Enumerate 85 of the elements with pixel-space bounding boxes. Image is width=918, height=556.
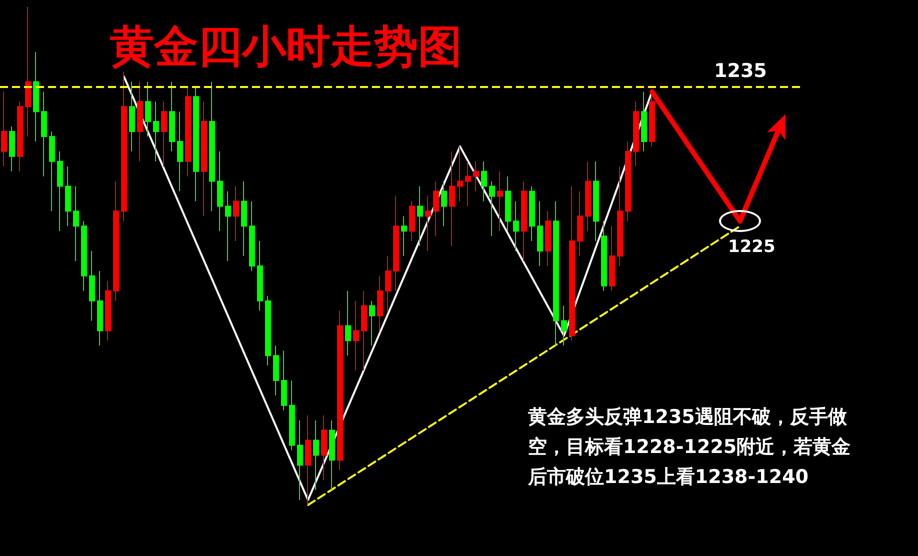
candlestick bbox=[577, 190, 583, 256]
candlestick bbox=[81, 220, 87, 292]
candlestick bbox=[401, 216, 407, 256]
candlestick bbox=[449, 150, 455, 247]
candlestick bbox=[633, 101, 639, 167]
candlestick bbox=[169, 81, 175, 152]
candlestick bbox=[65, 166, 71, 227]
candlestick bbox=[505, 176, 511, 232]
candlestick bbox=[617, 166, 623, 266]
candlestick bbox=[57, 150, 63, 232]
candlestick bbox=[369, 300, 375, 346]
candlestick bbox=[593, 160, 599, 242]
candlestick bbox=[73, 186, 79, 262]
candlestick bbox=[273, 345, 279, 396]
annotation: 黄金多头反弹1235遇阻不破，反手做空，目标看1228-1225附近，若黄金后市破位1235上看1238-1240 bbox=[528, 405, 852, 490]
candlestick bbox=[441, 180, 447, 227]
candlestick bbox=[377, 275, 383, 332]
candlestick bbox=[553, 200, 559, 346]
candlestick bbox=[33, 51, 39, 142]
candlestick bbox=[145, 81, 151, 137]
candlestick bbox=[41, 91, 47, 177]
candlestick bbox=[89, 250, 95, 322]
candlestick bbox=[385, 256, 391, 312]
candlestick bbox=[321, 414, 327, 481]
candlestick bbox=[225, 190, 231, 262]
candlestick bbox=[121, 71, 127, 222]
candlestick bbox=[489, 180, 495, 237]
candlestick bbox=[641, 91, 647, 152]
candlestick bbox=[409, 200, 415, 242]
candlestick bbox=[601, 220, 607, 292]
candlestick bbox=[393, 196, 399, 292]
candlestick bbox=[465, 160, 471, 207]
candlestick bbox=[201, 101, 207, 217]
candlestick bbox=[185, 86, 191, 177]
candlestick bbox=[537, 200, 543, 266]
candlestick bbox=[329, 420, 335, 491]
candlestick bbox=[425, 196, 431, 252]
candlestick bbox=[305, 414, 311, 506]
candlestick bbox=[129, 81, 135, 152]
candlestick bbox=[193, 86, 199, 202]
candlestick bbox=[433, 180, 439, 237]
candlestick bbox=[17, 101, 23, 172]
candlestick bbox=[625, 140, 631, 222]
candlestick bbox=[561, 305, 567, 346]
candlestick bbox=[281, 350, 287, 411]
candlestick bbox=[265, 295, 271, 366]
candlestick bbox=[137, 81, 143, 162]
candlestick bbox=[297, 420, 303, 501]
candlestick bbox=[345, 290, 351, 356]
candlestick bbox=[105, 280, 111, 342]
candlestick bbox=[353, 300, 359, 372]
candlestick bbox=[249, 200, 255, 272]
candlestick bbox=[521, 180, 527, 262]
candlestick bbox=[25, 6, 31, 137]
candlestick bbox=[529, 186, 535, 242]
candlestick bbox=[417, 186, 423, 247]
candlestick bbox=[513, 200, 519, 252]
candlestick bbox=[9, 126, 15, 172]
candlestick bbox=[473, 160, 479, 192]
candlestick bbox=[233, 186, 239, 242]
candlestick bbox=[241, 180, 247, 256]
candlestick bbox=[209, 81, 215, 212]
annotation: 1235 bbox=[714, 60, 767, 82]
candlestick bbox=[257, 240, 263, 312]
candlestick bbox=[457, 146, 463, 202]
candlestick bbox=[217, 150, 223, 232]
chart-title: 黄金四小时走势图 bbox=[110, 22, 462, 72]
candlestick bbox=[313, 420, 319, 491]
candlestick bbox=[569, 186, 575, 342]
candlestick bbox=[161, 101, 167, 167]
candlestick bbox=[361, 290, 367, 372]
candlestick bbox=[545, 210, 551, 266]
candlestick bbox=[609, 226, 615, 292]
annotation: 1225 bbox=[728, 237, 776, 258]
candlestick bbox=[153, 101, 159, 162]
candlestick bbox=[497, 170, 503, 232]
candlestick bbox=[97, 270, 103, 346]
candlestick bbox=[177, 111, 183, 192]
candlestick bbox=[481, 160, 487, 202]
candlestick bbox=[289, 380, 295, 451]
candlestick bbox=[1, 91, 7, 167]
candlestick bbox=[585, 160, 591, 232]
candlestick bbox=[49, 131, 55, 212]
candlestick bbox=[337, 310, 343, 471]
candlestick bbox=[113, 180, 119, 302]
